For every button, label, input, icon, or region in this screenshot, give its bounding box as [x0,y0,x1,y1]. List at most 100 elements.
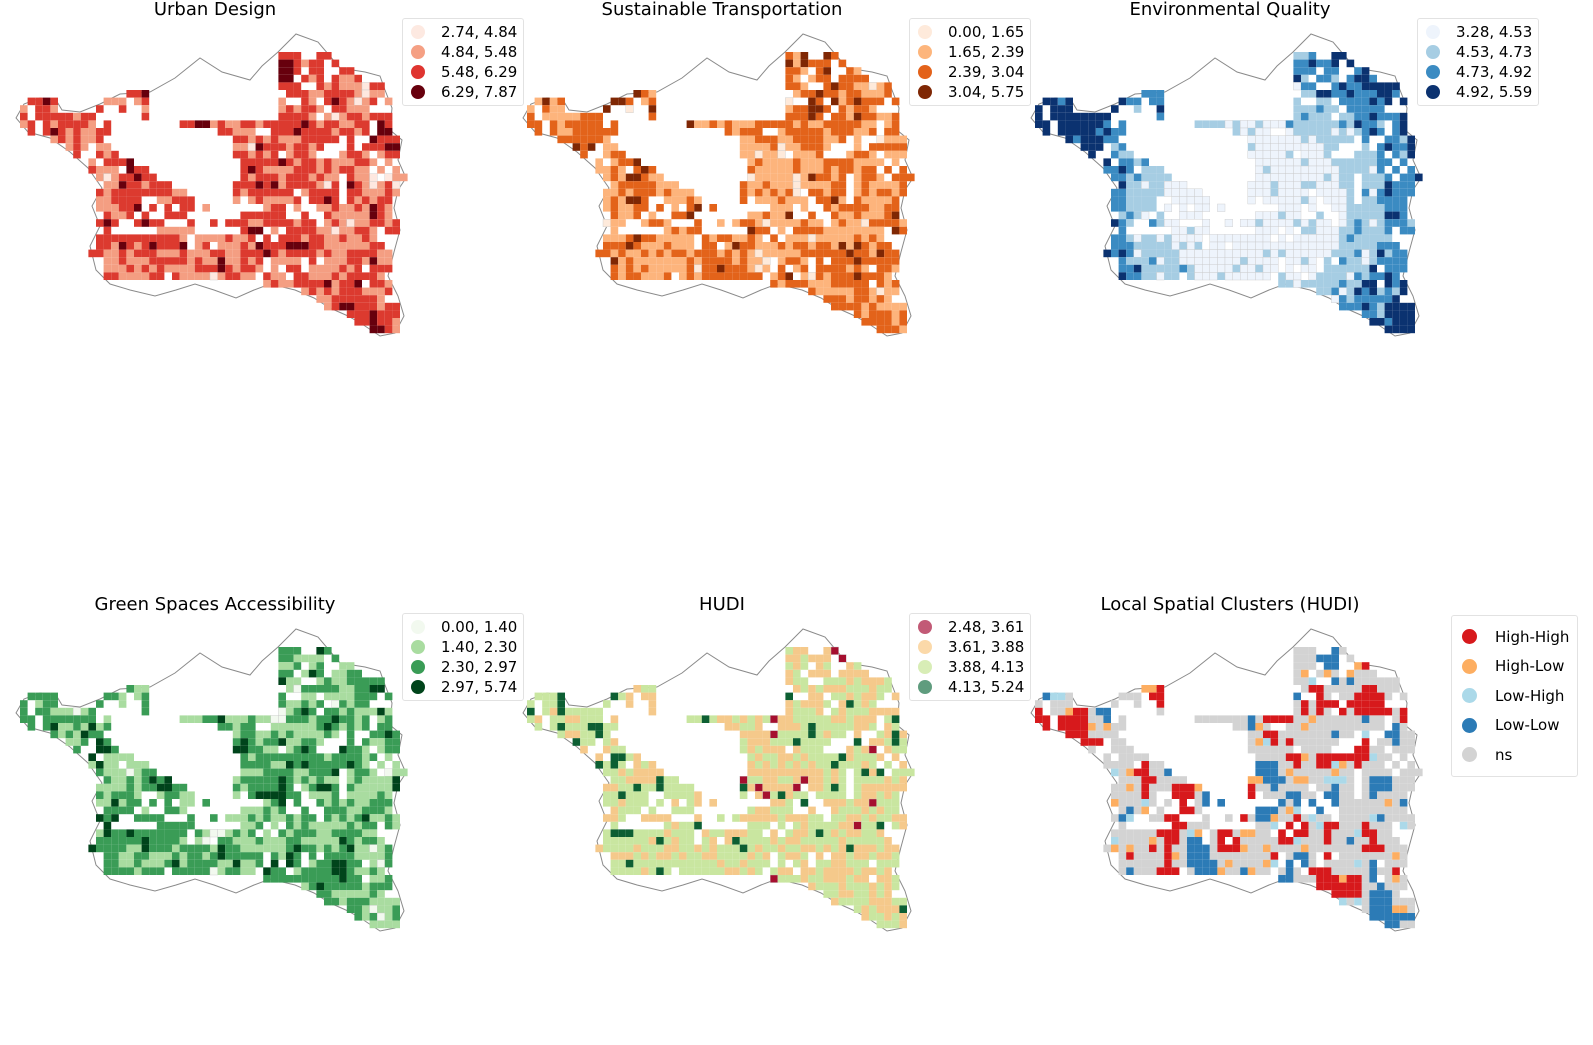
grid-cell [194,234,203,242]
grid-cell [1111,135,1119,144]
grid-cell [377,90,385,98]
grid-cell [694,204,702,212]
grid-cell [331,158,340,166]
grid-cell [1399,753,1408,761]
grid-cell [149,272,157,280]
grid-cell [331,837,340,845]
grid-cell [111,257,119,265]
grid-cell [1384,920,1393,929]
grid-cell [346,74,355,83]
grid-cell [331,829,340,837]
grid-cell [1346,249,1355,258]
grid-cell [610,272,619,280]
grid-cell [339,150,347,159]
grid-cell [339,90,347,98]
grid-cell [346,257,355,265]
grid-cell [1293,662,1301,670]
grid-cell [323,180,332,189]
grid-cell [808,280,816,288]
grid-cell [179,829,188,837]
grid-cell [633,768,641,777]
grid-cell [369,890,378,898]
grid-cell [770,150,778,159]
grid-cell [1308,677,1317,685]
grid-cell [1361,852,1370,860]
grid-cell [156,226,165,235]
grid-cell [362,723,370,731]
grid-cell [846,105,854,113]
grid-cell [346,669,355,678]
grid-cell [1323,776,1332,784]
grid-cell [1171,180,1180,189]
grid-cell [747,181,755,189]
grid-cell [1194,799,1203,807]
grid-cell [331,74,340,83]
grid-cell [1399,257,1408,265]
grid-cell [777,128,786,136]
grid-cell [1164,242,1172,250]
grid-cell [164,257,172,265]
grid-cell [853,715,862,723]
grid-cell [884,257,892,265]
grid-cell [679,211,687,220]
grid-cell [156,188,165,197]
grid-cell [1088,112,1096,121]
grid-cell [1384,814,1393,822]
legend-item: 2.39, 3.04 [918,62,1024,82]
grid-cell [815,150,824,159]
grid-cell [1156,90,1165,98]
grid-cell [1293,844,1301,853]
grid-cell [240,143,248,151]
grid-cell [770,219,778,227]
grid-cell [1308,715,1317,723]
grid-cell [126,211,134,220]
grid-cell [42,97,51,106]
grid-cell [369,287,378,296]
grid-cell [800,707,809,716]
grid-cell [1247,791,1256,799]
grid-cell [869,219,877,227]
grid-cell [164,859,172,868]
grid-cell [1399,799,1408,807]
grid-cell [1224,264,1233,273]
grid-cell [1316,783,1324,792]
grid-cell [800,745,809,754]
map-legend: 0.00, 1.40 1.40, 2.30 2.30, 2.97 2.97, 5… [402,613,525,701]
grid-cell [354,685,362,693]
grid-cell [648,112,657,121]
grid-cell [1217,249,1226,258]
grid-cell [808,135,816,144]
grid-cell [286,677,294,685]
choropleth-map [1030,33,1423,337]
grid-cell [392,302,400,311]
grid-cell [1339,158,1347,166]
grid-cell [1285,127,1294,136]
grid-cell [793,166,801,174]
grid-cell [808,654,816,663]
grid-cell [686,844,695,853]
grid-cell [1369,753,1377,761]
grid-cell [1399,226,1408,235]
grid-cell [800,715,809,723]
grid-cell [656,859,664,868]
grid-cell [1285,165,1294,174]
grid-cell [80,715,89,723]
grid-cell [1293,128,1301,136]
grid-cell [362,219,370,227]
grid-cell [1392,707,1400,716]
grid-cell [1164,173,1172,182]
grid-cell [103,867,112,875]
grid-cell [103,776,112,784]
grid-cell [1407,181,1415,189]
grid-cell [362,890,370,898]
grid-cell [815,181,824,189]
grid-cell [248,745,256,754]
grid-cell [1179,256,1188,265]
grid-cell [663,242,672,250]
grid-cell [384,188,393,197]
grid-cell [861,776,869,784]
grid-cell [1088,723,1096,731]
grid-cell [1126,181,1134,189]
grid-cell [1111,837,1119,845]
grid-cell [899,768,907,777]
